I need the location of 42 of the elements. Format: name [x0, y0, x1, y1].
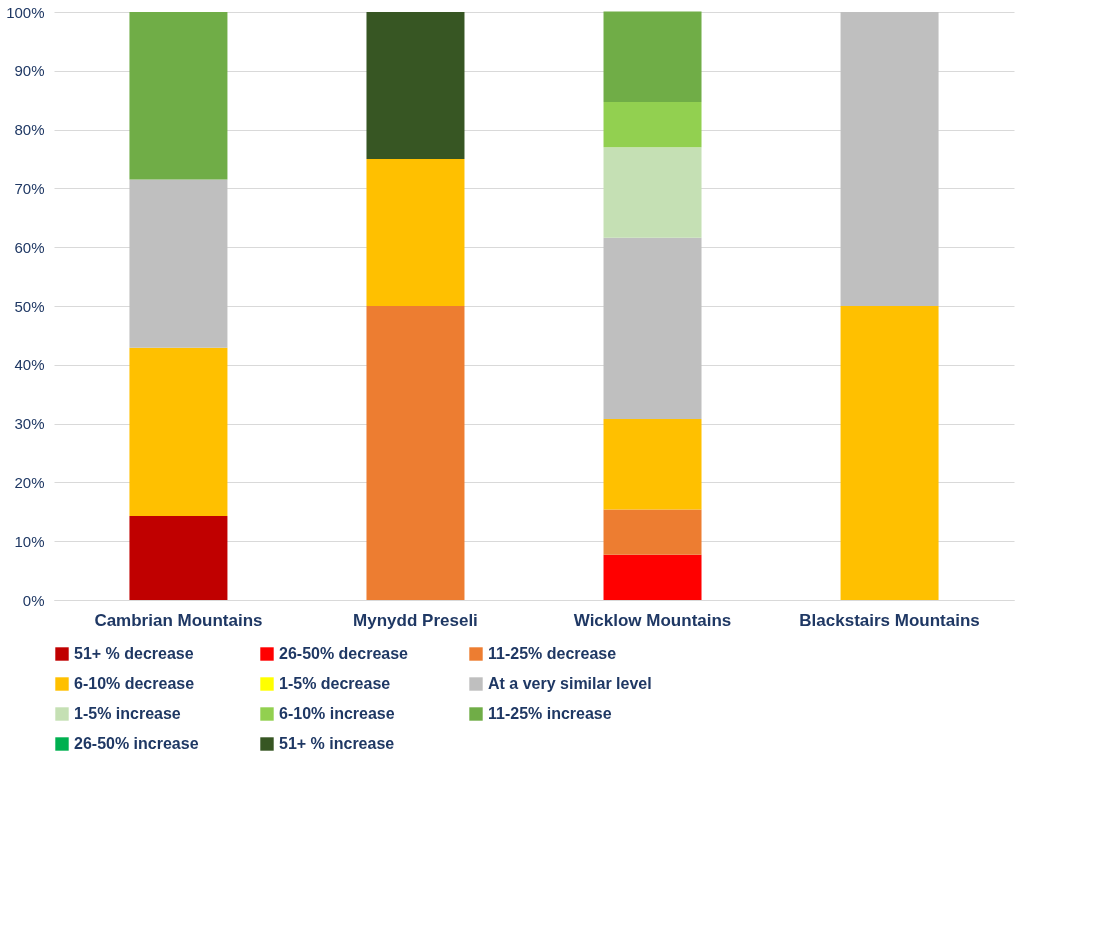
legend-label: At a very similar level	[488, 675, 652, 692]
bar	[129, 515, 228, 600]
bar	[366, 159, 465, 306]
legend-label: 1-5% increase	[74, 705, 181, 722]
legend-label: 11-25% increase	[488, 705, 612, 722]
bar	[603, 147, 702, 238]
bar	[603, 101, 702, 148]
y-tick-label: 20%	[14, 473, 45, 491]
legend-label: 1-5% decrease	[279, 675, 391, 692]
legend-label: 26-50% increase	[74, 735, 199, 752]
bar	[129, 179, 228, 348]
legend-label: 51+ % decrease	[74, 645, 194, 662]
legend-label: 26-50% decrease	[279, 645, 409, 662]
bar	[366, 306, 465, 600]
x-tick-label: Cambrian Mountains	[94, 610, 263, 630]
bar	[129, 12, 228, 180]
bar	[366, 12, 465, 159]
x-tick-label: Wicklow Mountains	[573, 610, 732, 630]
y-tick-label: 80%	[14, 121, 45, 139]
bar	[129, 347, 228, 516]
x-tick-label: Blackstairs Mountains	[799, 610, 980, 630]
y-tick-label: 90%	[14, 62, 45, 80]
bar	[603, 509, 702, 555]
x-tick-label: Mynydd Preseli	[353, 610, 478, 630]
y-tick-label: 40%	[14, 356, 45, 374]
y-tick-label: 70%	[14, 179, 45, 197]
y-tick-label: 10%	[14, 532, 45, 550]
bar	[603, 237, 702, 419]
legend-label: 6-10% decrease	[74, 675, 195, 692]
legend-label: 11-25% decrease	[488, 645, 617, 662]
bar	[603, 11, 702, 102]
y-tick-label: 100%	[6, 3, 45, 21]
bar	[840, 306, 939, 600]
bar	[840, 12, 939, 306]
y-tick-label: 60%	[14, 238, 45, 256]
legend-label: 6-10% increase	[279, 705, 395, 722]
y-tick-label: 50%	[14, 297, 45, 315]
y-tick-label: 30%	[14, 415, 45, 433]
bar	[603, 554, 702, 600]
legend-label: 51+ % increase	[279, 735, 395, 752]
y-tick-label: 0%	[22, 591, 45, 609]
bar	[603, 418, 702, 510]
